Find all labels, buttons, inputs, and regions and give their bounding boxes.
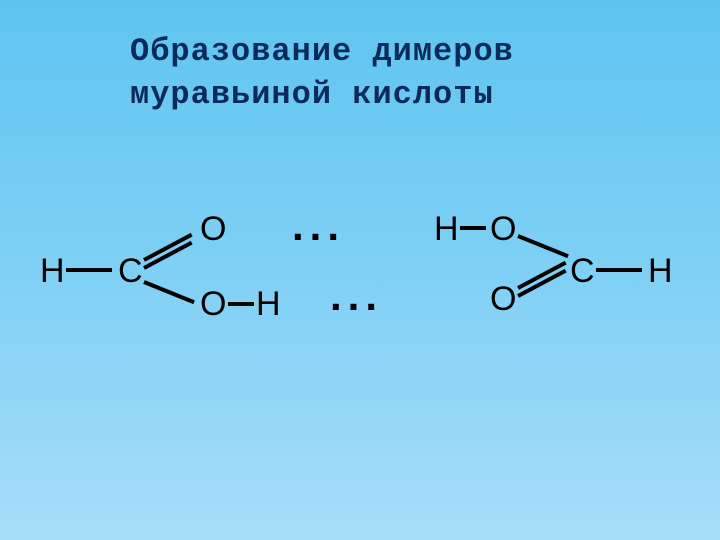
hbond-dots-bottom: ... (330, 272, 383, 320)
atom-H-left2: H (256, 285, 281, 324)
atom-O-right2: O (490, 280, 516, 319)
atom-O-right1: O (490, 210, 516, 249)
atom-O-left1: O (200, 210, 226, 249)
bond-H-O3-right (460, 226, 486, 230)
atom-O-left2: O (200, 285, 226, 324)
atom-C-left: C (118, 252, 143, 291)
bond-C-O2-left (143, 280, 195, 304)
chemical-diagram: H C O O H H O O C H ... ... (40, 180, 680, 400)
atom-H-right1: H (434, 210, 459, 249)
bond-O3-C-right (517, 234, 569, 258)
atom-H-right2: H (648, 252, 673, 291)
bond-O2-H-left (228, 302, 254, 306)
atom-C-right: C (570, 252, 595, 291)
bond-C-H-right (596, 268, 642, 272)
title-line1: Образование димеров (130, 30, 514, 73)
title: Образование димеров муравьиной кислоты (130, 30, 514, 116)
hbond-dots-top: ... (292, 202, 345, 250)
title-line2: муравьиной кислоты (130, 73, 514, 116)
atom-H-left1: H (40, 252, 65, 291)
bond-H-C-left (66, 268, 112, 272)
